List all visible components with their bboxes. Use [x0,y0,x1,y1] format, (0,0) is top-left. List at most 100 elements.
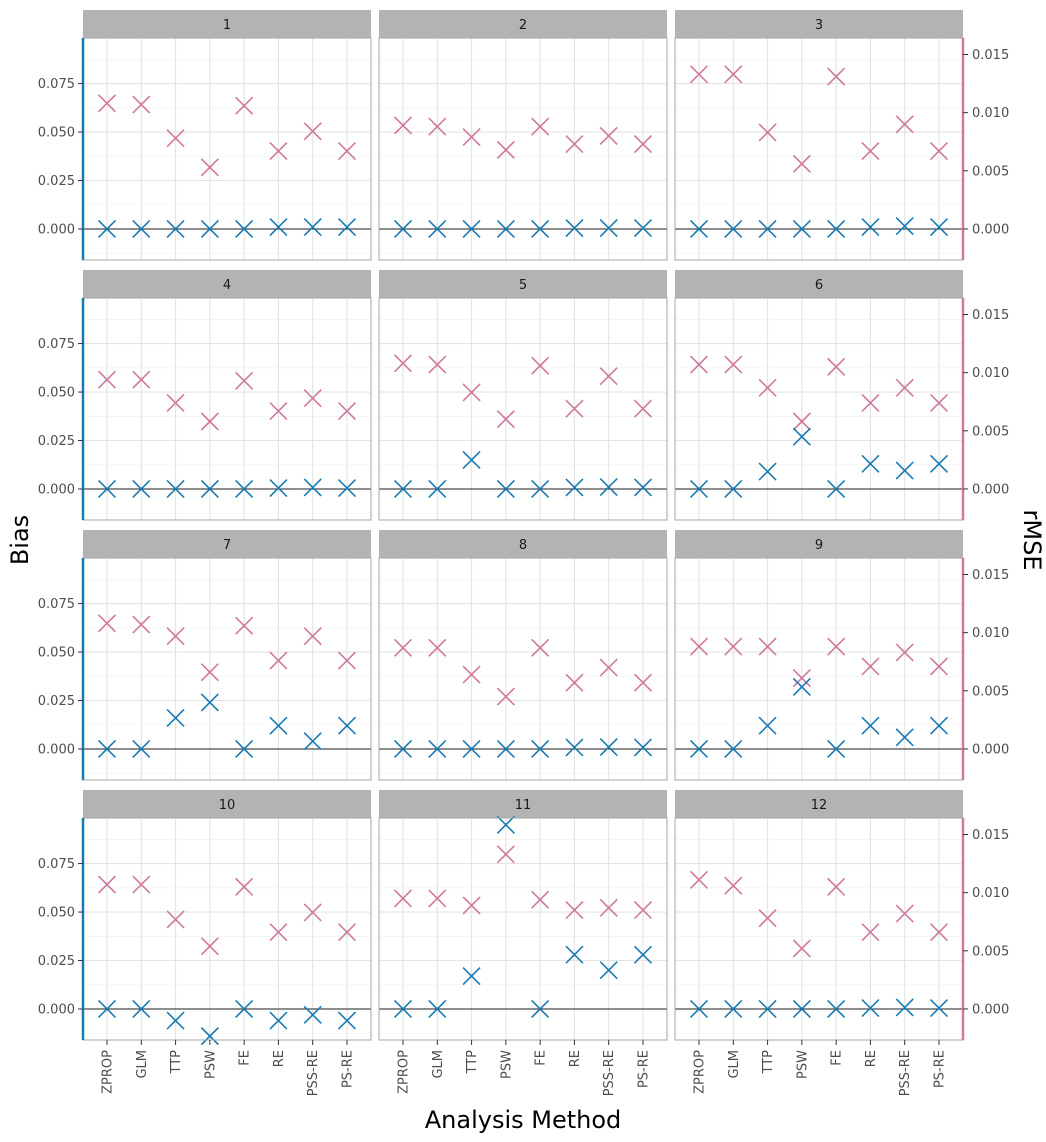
bias-marker-11-ZPROP [393,999,413,1019]
bias-marker-5-PSW [496,479,515,499]
bias-marker-2-RE [565,218,584,238]
rmse-marker-1-RE-stroke-b [269,141,288,161]
bias-marker-2-ZPROP [393,219,413,239]
rmse-marker-12-PSS-RE [895,904,914,923]
bias-marker-4-PSW-stroke-b [200,479,219,499]
rmse-marker-3-PS-RE-stroke-b [929,141,949,161]
rmse-marker-6-PS-RE-stroke-b [929,393,949,412]
facet-strip-label: 3 [815,18,823,33]
bias-marker-9-FE-stroke-b [827,739,846,759]
facet-strip [675,270,963,298]
x-tick-label-PSS-RE: PSS-RE [898,1050,913,1096]
rmse-marker-8-ZPROP-stroke-b [393,638,413,657]
rmse-marker-9-GLM [724,637,743,656]
bias-marker-8-TTP [462,739,481,759]
rmse-marker-9-RE [861,657,880,676]
bias-marker-5-RE [565,478,584,497]
bias-marker-1-ZPROP-stroke-b [97,219,117,239]
rmse-tick-label: 0.015 [972,828,1009,843]
bias-marker-6-FE-stroke-b [827,479,846,499]
rmse-marker-11-TTP [462,896,481,915]
rmse-marker-6-FE [827,357,846,376]
bias-marker-9-ZPROP [689,739,709,759]
panel-background [675,38,963,260]
rmse-marker-8-RE [565,673,584,692]
bias-marker-12-PS-RE [929,998,949,1018]
bias-marker-9-PSW [792,677,811,697]
rmse-marker-2-FE-stroke-b [531,117,550,136]
bias-marker-9-PSS-RE-stroke-b [895,728,914,747]
rmse-marker-12-TTP-stroke-b [758,909,777,928]
rmse-tick-label: 0.015 [972,308,1009,323]
bias-marker-3-PSW-stroke-b [792,219,811,239]
panel-background [83,818,371,1040]
bias-marker-6-RE-stroke-b [861,454,880,473]
rmse-marker-1-PSS-RE [303,122,322,141]
rmse-marker-1-ZPROP-stroke-b [97,94,117,113]
rmse-marker-1-TTP [166,129,185,148]
rmse-marker-7-PS-RE-stroke-b [337,651,357,670]
x-tick-label-PS-RE: PS-RE [637,1050,652,1088]
rmse-marker-8-PSW-stroke-b [496,687,515,706]
rmse-marker-7-GLM-stroke-b [132,615,151,634]
rmse-marker-1-TTP-stroke-b [166,129,185,148]
bias-marker-8-PSW-stroke-b [496,739,515,759]
rmse-marker-4-PS-RE [337,401,357,421]
bias-marker-6-GLM [724,479,743,499]
rmse-marker-5-ZPROP [393,354,413,373]
bias-marker-10-TTP-stroke-b [166,1011,185,1030]
bias-marker-12-RE [861,998,880,1018]
facet-panel-1: 1 [82,10,372,261]
panel-border [378,37,668,261]
rmse-marker-8-TTP-stroke-b [462,665,481,684]
panel-background [379,38,667,260]
bias-marker-3-PSW [792,219,811,239]
rmse-marker-2-ZPROP [393,116,413,135]
panel-background [379,818,667,1040]
bias-marker-9-PSW-stroke-b [792,677,811,697]
rmse-marker-2-TTP [462,128,481,147]
bias-marker-10-PS-RE-stroke-b [337,1011,357,1030]
facet-panel-11: 11 [378,790,668,1041]
rmse-marker-7-TTP [166,627,185,646]
bias-marker-4-ZPROP [97,479,117,499]
rmse-marker-11-GLM-stroke-b [428,889,447,908]
facet-strip-label: 10 [219,798,236,813]
rmse-marker-9-TTP-stroke-b [758,637,777,656]
bias-tick-label: 0.000 [38,222,75,237]
bias-marker-7-PSS-RE [303,732,322,751]
bias-marker-11-RE [565,945,584,964]
facet-strip [675,530,963,558]
bias-tick-label: 0.000 [38,1002,75,1017]
rmse-marker-4-PSW-stroke-b [200,412,219,431]
bias-tick-label: 0.025 [38,174,75,189]
bias-marker-1-PSS-RE-stroke-b [303,217,322,237]
bias-marker-1-ZPROP [97,219,117,239]
rmse-marker-12-FE-stroke-b [827,877,846,896]
x-tick-label-PS-RE: PS-RE [933,1050,948,1088]
bias-marker-11-RE-stroke-b [565,945,584,964]
bias-marker-3-TTP-stroke-b [758,219,777,239]
rmse-marker-3-ZPROP-stroke-b [689,65,709,84]
rmse-marker-11-GLM [428,889,447,908]
bias-marker-11-GLM-stroke-b [428,999,447,1019]
bias-marker-10-PSW [200,1027,219,1046]
bias-marker-5-RE-stroke-b [565,478,584,497]
rmse-marker-6-TTP [758,378,777,397]
rmse-marker-2-FE [531,117,550,136]
rmse-marker-1-PS-RE-stroke-b [337,141,357,161]
bias-tick-label: 0.075 [38,597,75,612]
bias-marker-7-PSW [200,693,219,712]
x-tick-label-RE: RE [864,1050,879,1067]
bias-marker-5-ZPROP-stroke-b [393,479,413,499]
bias-marker-3-ZPROP [689,219,709,239]
rmse-marker-4-FE-stroke-b [235,371,254,390]
bias-marker-8-ZPROP-stroke-b [393,739,413,759]
bias-marker-4-ZPROP-stroke-b [97,479,117,499]
bias-marker-9-GLM-stroke-b [724,739,743,759]
rmse-marker-9-PSW-stroke-b [792,668,811,688]
rmse-axes-layer: 0.000 0.005 0.010 0.015 0.000 0.005 0.010 0.015… [961,38,1009,1040]
facet-strip [379,530,667,558]
rmse-tick-label: 0.005 [972,164,1009,179]
